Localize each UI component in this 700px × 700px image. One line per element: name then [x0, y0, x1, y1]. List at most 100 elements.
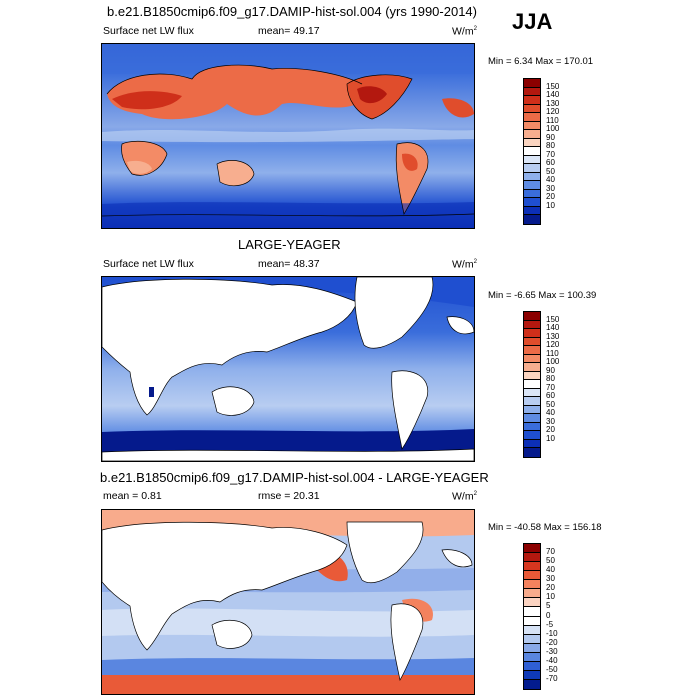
- colorbar-swatch: [524, 87, 540, 97]
- panel2-minmax: Min = -6.65 Max = 100.39: [488, 290, 597, 301]
- colorbar-tick-label: 50: [546, 166, 555, 176]
- panel1-mean: mean= 49.17: [258, 25, 320, 37]
- colorbar-swatch: [524, 625, 540, 635]
- colorbar-tick-label: 50: [546, 556, 555, 566]
- panel3-rmse: rmse = 20.31: [258, 490, 320, 502]
- panel1-colorbar: [523, 78, 541, 225]
- panel2-title: LARGE-YEAGER: [238, 237, 341, 252]
- colorbar-swatch: [524, 661, 540, 671]
- colorbar-swatch: [524, 414, 540, 423]
- panel3-title: b.e21.B1850cmip6.f09_g17.DAMIP-hist-sol.…: [100, 470, 489, 485]
- colorbar-tick-label: 30: [546, 183, 555, 193]
- panel1-title: b.e21.B1850cmip6.f09_g17.DAMIP-hist-sol.…: [107, 4, 477, 19]
- panel2-mean: mean= 48.37: [258, 258, 320, 270]
- colorbar-tick-label: -30: [546, 646, 558, 656]
- colorbar-swatch: [524, 312, 540, 321]
- colorbar-tick-label: 30: [546, 416, 555, 426]
- colorbar-tick-label: 50: [546, 399, 555, 409]
- panel1-map: [101, 43, 475, 229]
- colorbar-tick-label: -40: [546, 655, 558, 665]
- colorbar-swatch: [524, 388, 540, 398]
- colorbar-swatch: [524, 337, 540, 347]
- colorbar-tick-label: 130: [546, 331, 560, 341]
- colorbar-tick-label: 40: [546, 408, 555, 418]
- colorbar-swatch: [524, 346, 540, 355]
- colorbar-swatch: [524, 448, 540, 457]
- colorbar-swatch: [524, 571, 540, 581]
- colorbar-swatch: [524, 589, 540, 599]
- panel1-variable: Surface net LW flux: [103, 25, 194, 37]
- colorbar-swatch: [524, 155, 540, 165]
- colorbar-swatch: [524, 439, 540, 449]
- season-label: JJA: [512, 9, 553, 34]
- colorbar-swatch: [524, 607, 540, 617]
- panel3-map: [101, 509, 475, 695]
- colorbar-swatch: [524, 320, 540, 330]
- colorbar-swatch: [524, 598, 540, 608]
- panel2-variable: Surface net LW flux: [103, 258, 194, 270]
- panel1-minmax: Min = 6.34 Max = 170.01: [488, 56, 594, 67]
- colorbar-swatch: [524, 643, 540, 653]
- colorbar-tick-label: 120: [546, 340, 560, 350]
- colorbar-swatch: [524, 580, 540, 590]
- colorbar-swatch: [524, 96, 540, 105]
- colorbar-tick-label: 100: [546, 357, 560, 367]
- panel2-units: W/m2: [452, 258, 477, 271]
- panel3-colorbar: [523, 543, 541, 690]
- colorbar-tick-label: 120: [546, 107, 560, 117]
- panel3-units: W/m2: [452, 490, 477, 503]
- colorbar-tick-label: -70: [546, 673, 558, 683]
- colorbar-swatch: [524, 329, 540, 338]
- colorbar-tick-label: 150: [546, 314, 560, 324]
- colorbar-tick-label: -20: [546, 637, 558, 647]
- panel2-colorbar: [523, 311, 541, 458]
- colorbar-swatch: [524, 79, 540, 88]
- colorbar-tick-label: 10: [546, 200, 555, 210]
- colorbar-tick-label: 80: [546, 141, 555, 151]
- colorbar-tick-label: 140: [546, 90, 560, 100]
- colorbar-swatch: [524, 354, 540, 364]
- colorbar-tick-label: 20: [546, 583, 555, 593]
- colorbar-tick-label: 20: [546, 192, 555, 202]
- colorbar-swatch: [524, 121, 540, 131]
- colorbar-swatch: [524, 198, 540, 207]
- colorbar-tick-label: 70: [546, 149, 555, 159]
- colorbar-tick-label: 40: [546, 175, 555, 185]
- colorbar-swatch: [524, 181, 540, 190]
- colorbar-tick-label: 40: [546, 565, 555, 575]
- colorbar-swatch: [524, 553, 540, 563]
- colorbar-tick-label: 90: [546, 132, 555, 142]
- colorbar-swatch: [524, 616, 540, 626]
- colorbar-swatch: [524, 652, 540, 662]
- colorbar-tick-label: -10: [546, 628, 558, 638]
- colorbar-tick-label: 0: [546, 610, 551, 620]
- colorbar-swatch: [524, 104, 540, 114]
- colorbar-swatch: [524, 164, 540, 173]
- colorbar-swatch: [524, 215, 540, 224]
- colorbar-swatch: [524, 138, 540, 148]
- colorbar-tick-label: 20: [546, 425, 555, 435]
- colorbar-tick-label: 110: [546, 348, 559, 358]
- panel2-map: [101, 276, 475, 462]
- colorbar-swatch: [524, 130, 540, 139]
- colorbar-swatch: [524, 431, 540, 440]
- colorbar-tick-label: 10: [546, 433, 555, 443]
- panel3-minmax: Min = -40.58 Max = 156.18: [488, 522, 602, 533]
- colorbar-tick-label: 60: [546, 391, 555, 401]
- colorbar-tick-label: 70: [546, 382, 555, 392]
- colorbar-tick-label: -50: [546, 664, 558, 674]
- colorbar-swatch: [524, 380, 540, 389]
- colorbar-swatch: [524, 363, 540, 372]
- colorbar-swatch: [524, 113, 540, 122]
- colorbar-tick-label: 10: [546, 592, 555, 602]
- colorbar-swatch: [524, 634, 540, 644]
- colorbar-tick-label: -5: [546, 619, 554, 629]
- colorbar-tick-label: 70: [546, 547, 555, 557]
- colorbar-tick-label: 110: [546, 115, 559, 125]
- colorbar-tick-label: 140: [546, 323, 560, 333]
- colorbar-tick-label: 150: [546, 81, 560, 91]
- colorbar-swatch: [524, 679, 540, 689]
- panel1-units: W/m2: [452, 25, 477, 38]
- colorbar-swatch: [524, 405, 540, 415]
- colorbar-tick-label: 80: [546, 374, 555, 384]
